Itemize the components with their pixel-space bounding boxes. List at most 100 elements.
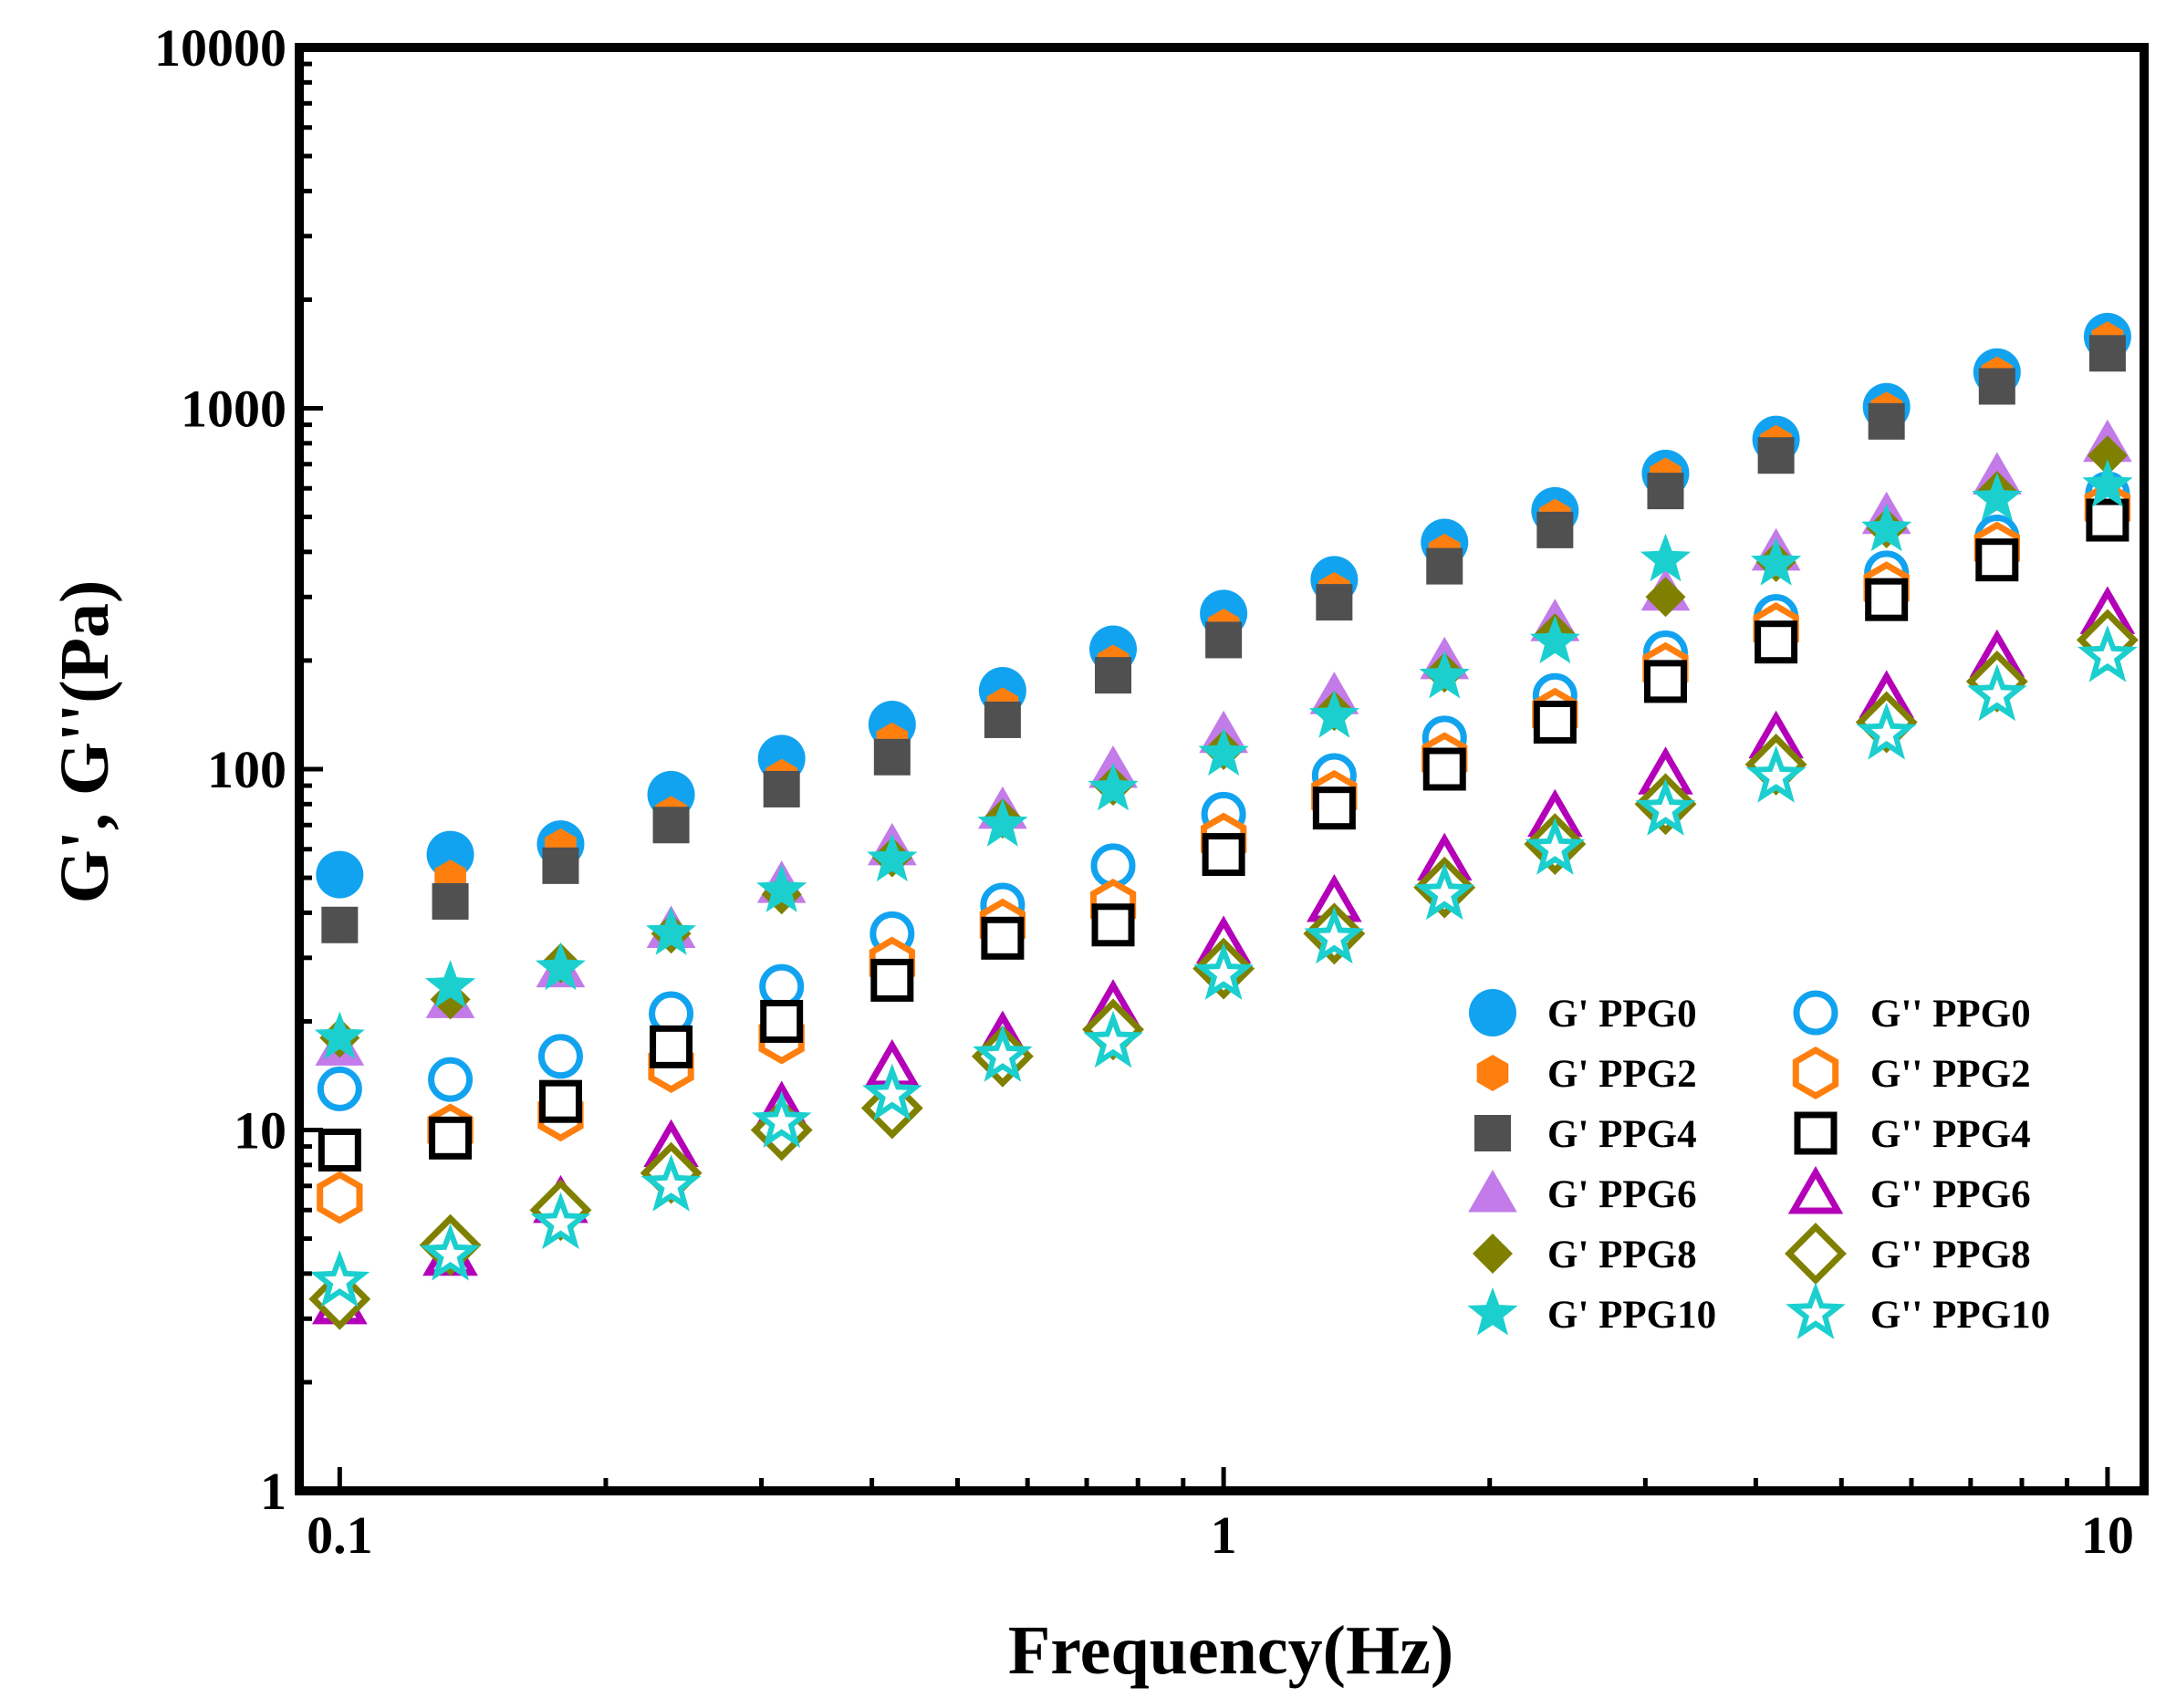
legend-marker	[1468, 1170, 1517, 1213]
data-point	[867, 833, 918, 882]
data-point	[2088, 335, 2126, 372]
legend-marker	[1474, 1115, 1511, 1151]
data-point	[428, 1057, 474, 1102]
data-point	[652, 807, 690, 844]
data-point	[1645, 577, 1686, 618]
y-tick-label: 10	[234, 1101, 286, 1161]
data-point	[1316, 584, 1353, 621]
legend-marker	[1785, 1223, 1847, 1285]
data-point	[1640, 533, 1692, 582]
data-point	[981, 916, 1025, 960]
data-point	[1745, 745, 1807, 803]
data-point	[646, 907, 697, 955]
data-point	[432, 882, 469, 920]
data-point	[763, 770, 800, 807]
data-point	[2077, 625, 2138, 682]
legend-marker	[1793, 990, 1838, 1036]
legend-marker	[1794, 1111, 1838, 1155]
legend-label: G'' PPG2	[1870, 1053, 2031, 1096]
data-point	[318, 1128, 361, 1172]
data-point	[861, 1063, 922, 1121]
plot-frame	[295, 43, 2149, 1495]
data-point	[650, 1025, 693, 1068]
data-point	[420, 1224, 481, 1281]
data-point	[1966, 663, 2027, 722]
data-point	[1198, 727, 1249, 776]
legend-label: G' PPG2	[1547, 1053, 1697, 1096]
data-point	[314, 1011, 365, 1059]
legend-label: G' PPG10	[1547, 1294, 1716, 1337]
data-point	[308, 1267, 371, 1330]
data-point	[1865, 578, 1909, 621]
legend-label: G' PPG0	[1547, 993, 1697, 1036]
data-point	[316, 850, 364, 899]
series-g-ppg4	[318, 498, 2130, 1172]
legend-label: G'' PPG6	[1870, 1173, 2031, 1216]
data-point	[1088, 763, 1139, 811]
data-point	[1868, 402, 1905, 440]
data-point	[1751, 537, 1802, 586]
data-point	[425, 960, 476, 1008]
legend-label: G' PPG6	[1547, 1173, 1697, 1216]
series-g-ppg0	[317, 471, 2130, 1111]
legend-marker	[1467, 1287, 1518, 1336]
y-tick-label: 100	[207, 740, 286, 799]
y-tick-label: 10000	[154, 18, 286, 78]
data-point	[1426, 547, 1463, 585]
series-g-ppg4	[321, 335, 2126, 943]
data-point	[2087, 435, 2128, 476]
tick-labels: 0.1 1 10 1 10 100 1000 10000	[154, 18, 2134, 1565]
series-g-ppg10	[309, 625, 2138, 1307]
legend-label: G'' PPG0	[1870, 993, 2031, 1036]
x-axis-title: Frequency(Hz)	[1008, 1612, 1453, 1689]
y-axis-title: G', G''(Pa)	[47, 580, 123, 904]
legend-label: G'' PPG4	[1870, 1113, 2031, 1156]
data-point	[1529, 615, 1580, 664]
data-point	[1205, 621, 1243, 659]
data-point	[984, 701, 1021, 738]
plot-marks	[308, 312, 2139, 1330]
x-tick-label: 0.1	[307, 1505, 373, 1565]
data-point	[429, 1116, 473, 1160]
data-point	[759, 963, 805, 1009]
data-point	[1643, 660, 1687, 703]
data-point	[530, 1192, 591, 1250]
data-point	[1312, 786, 1356, 830]
x-tick-label: 1	[1211, 1505, 1237, 1565]
legend-marker	[1792, 1046, 1839, 1100]
data-point	[1635, 778, 1696, 836]
data-point	[321, 906, 359, 943]
legend-label: G' PPG4	[1547, 1113, 1697, 1156]
x-tick-label: 10	[2081, 1505, 2134, 1565]
data-point	[1972, 473, 2023, 521]
series-g-ppg10	[314, 459, 2133, 1059]
data-point	[317, 1066, 362, 1111]
legend: G' PPG0 G'' PPG0 G' PPG2 G'' PPG2 G' PPG4 G''…	[1467, 989, 2050, 1339]
data-point	[1414, 862, 1475, 921]
data-point	[1975, 538, 2019, 582]
data-point	[1193, 943, 1254, 1000]
data-point	[873, 738, 911, 776]
data-point	[1525, 818, 1586, 875]
data-point	[1755, 620, 1798, 664]
data-point	[870, 958, 914, 1002]
data-point	[537, 1034, 583, 1079]
data-point	[317, 1171, 363, 1224]
data-point	[1533, 700, 1577, 744]
data-point	[760, 999, 804, 1043]
data-point	[751, 1090, 812, 1149]
y-tick-label: 1000	[181, 380, 286, 439]
data-point	[1419, 651, 1470, 699]
axis-ticks	[297, 45, 2110, 1494]
legend-label: G' PPG8	[1547, 1234, 1697, 1276]
legend-label: G'' PPG8	[1870, 1234, 2031, 1276]
data-point	[640, 1154, 702, 1212]
data-point	[1978, 368, 2015, 405]
data-point	[1308, 690, 1359, 738]
legend-marker	[1787, 1165, 1844, 1214]
data-point	[426, 830, 474, 879]
legend-marker	[1476, 1055, 1509, 1091]
data-point	[309, 1250, 370, 1307]
data-point	[1856, 703, 1917, 760]
